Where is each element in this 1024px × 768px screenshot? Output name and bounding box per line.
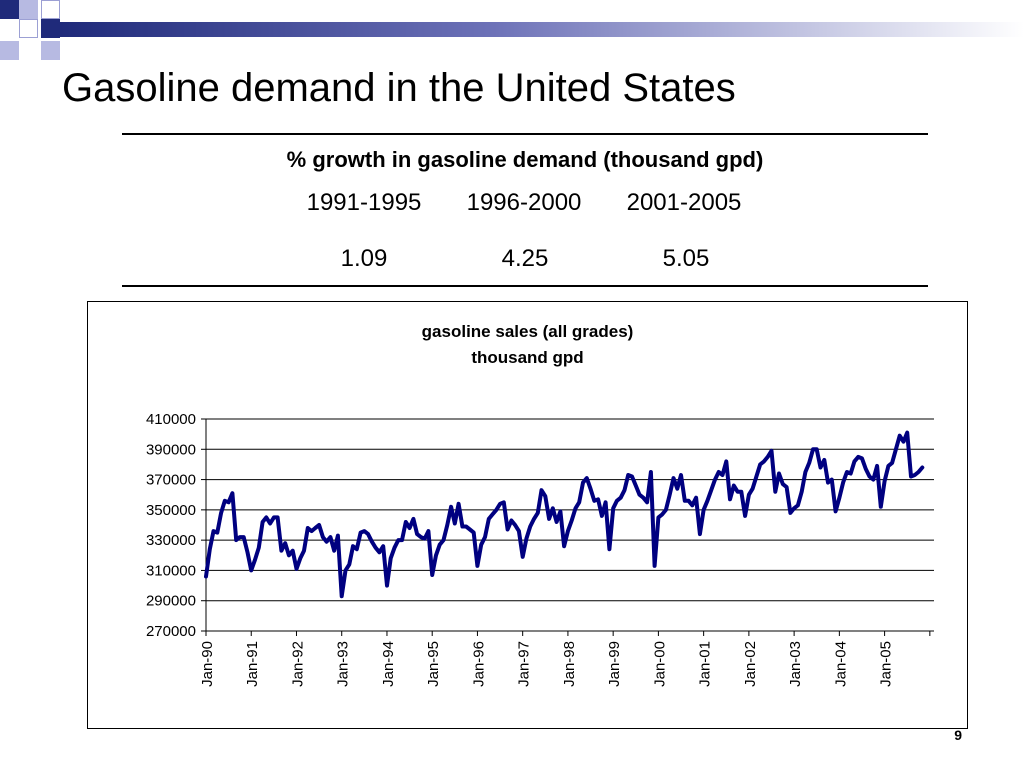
value-cell: 4.25: [501, 245, 549, 272]
x-tick-label: Jan-93: [335, 641, 352, 687]
decorative-square: [41, 19, 60, 38]
value-cell: 1.09: [340, 245, 388, 272]
x-tick-label: Jan-99: [606, 641, 623, 687]
period-row: 1991-1995 1996-2000 2001-2005: [122, 189, 928, 219]
y-tick-label: 370000: [146, 472, 196, 489]
table-top-rule: [122, 133, 928, 135]
x-tick-label: Jan-95: [425, 641, 442, 687]
slide-title: Gasoline demand in the United States: [62, 66, 736, 110]
page-number: 9: [954, 727, 962, 743]
y-tick-label: 390000: [146, 441, 196, 458]
decorative-square: [19, 0, 38, 19]
line-chart: 270000 290000 310000 330000 350000 370000 3900…: [146, 411, 934, 687]
series-line: [204, 430, 925, 599]
y-tick-label: 350000: [146, 502, 196, 519]
x-tick-label: Jan-00: [651, 641, 668, 687]
decorative-square: [0, 0, 19, 19]
x-tick-label: Jan-96: [470, 641, 487, 687]
period-cell: 1996-2000: [466, 189, 582, 216]
x-tick-label: Jan-98: [561, 641, 578, 687]
x-tick-label: Jan-90: [199, 641, 216, 687]
value-row: 1.09 4.25 5.05: [122, 245, 928, 275]
x-tick-label: Jan-92: [289, 641, 306, 687]
x-tick-label: Jan-97: [516, 641, 533, 687]
period-cell: 2001-2005: [626, 189, 742, 216]
chart-title: gasoline sales (all grades): [421, 322, 634, 341]
decorative-gradient-bar: [60, 22, 1024, 37]
x-tick-label: Jan-04: [832, 641, 849, 687]
x-tick-label: Jan-91: [244, 641, 261, 687]
table-bottom-rule: [122, 285, 928, 287]
x-tick-label: Jan-02: [742, 641, 759, 687]
x-tick-label: Jan-03: [787, 641, 804, 687]
x-tick-label: Jan-01: [697, 641, 714, 687]
y-tick-label: 290000: [146, 593, 196, 610]
y-tick-label: 330000: [146, 532, 196, 549]
value-cell: 5.05: [662, 245, 710, 272]
growth-table: % growth in gasoline demand (thousand gp…: [122, 133, 928, 287]
decorative-square: [19, 19, 38, 38]
y-tick-label: 270000: [146, 623, 196, 640]
x-tick-label: Jan-94: [380, 641, 397, 687]
decorative-square: [0, 41, 19, 60]
decorative-square: [41, 41, 60, 60]
period-cell: 1991-1995: [306, 189, 422, 216]
chart-subtitle: thousand gpd: [471, 348, 584, 367]
x-tick-label: Jan-05: [878, 641, 895, 687]
chart-panel: gasoline sales (all grades) thousand gpd…: [87, 301, 968, 729]
table-header: % growth in gasoline demand (thousand gp…: [286, 147, 764, 172]
y-tick-label: 410000: [146, 411, 196, 428]
y-tick-label: 310000: [146, 562, 196, 579]
decorative-square: [41, 0, 60, 19]
